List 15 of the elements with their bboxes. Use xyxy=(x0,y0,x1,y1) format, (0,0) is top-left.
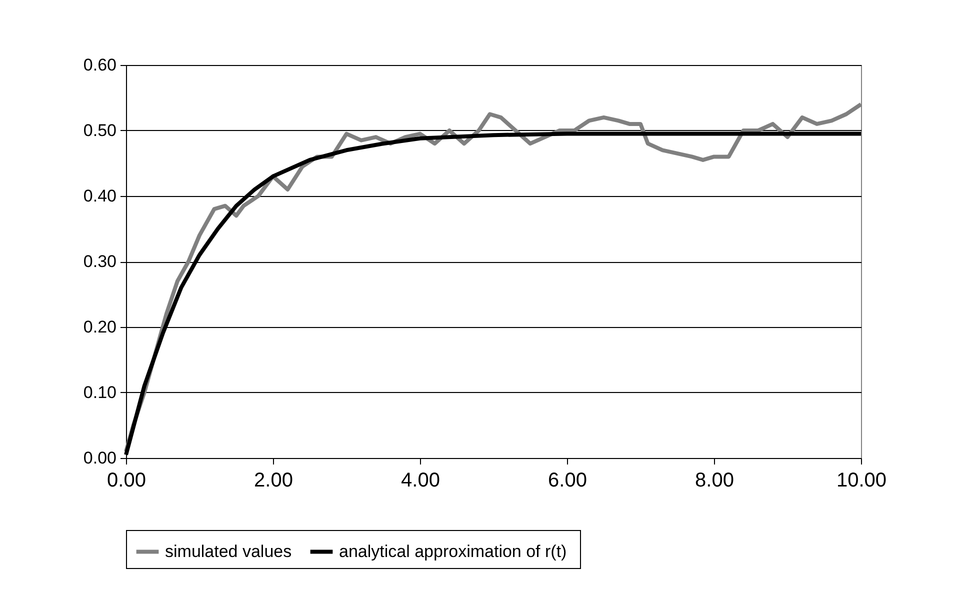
y-tick-label: 0.30 xyxy=(83,252,116,271)
x-tick-label: 0.00 xyxy=(107,470,146,492)
y-tick-label: 0.00 xyxy=(83,448,116,468)
x-tick-label: 8.00 xyxy=(695,470,734,492)
y-tick-label: 0.20 xyxy=(83,318,116,336)
x-tick-label: 2.00 xyxy=(254,470,293,492)
y-tick-label: 0.40 xyxy=(83,186,116,206)
legend-label: simulated values xyxy=(165,542,292,561)
x-tick-label: 6.00 xyxy=(548,470,587,492)
y-tick-label: 0.50 xyxy=(83,121,116,140)
x-tick-label: 4.00 xyxy=(401,470,440,492)
legend-label: analytical approximation of r(t) xyxy=(339,542,567,561)
y-tick-label: 0.60 xyxy=(83,56,116,74)
x-tick-label: 10.00 xyxy=(836,470,887,492)
y-tick-label: 0.10 xyxy=(83,383,116,402)
